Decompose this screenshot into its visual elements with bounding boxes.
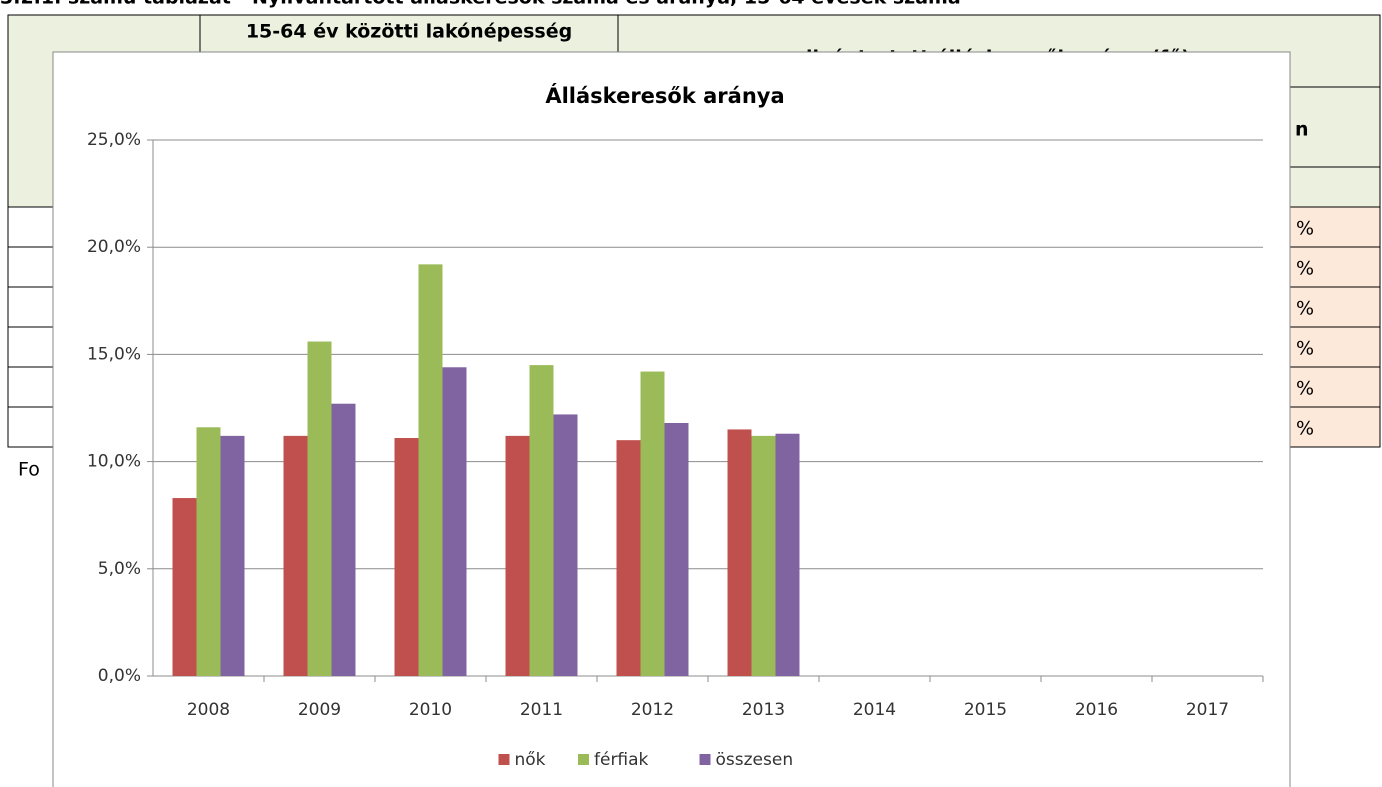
bar (616, 440, 641, 676)
x-tick-label: 2008 (187, 700, 230, 720)
x-tick-label: 2017 (1186, 700, 1229, 720)
row-cell-text: % (1296, 378, 1314, 400)
row-cell (7, 286, 54, 328)
bar (196, 427, 221, 676)
x-tick-label: 2009 (298, 700, 341, 720)
y-tick-label: 20,0% (87, 237, 141, 257)
row-cell-text: % (1296, 298, 1314, 320)
bar (418, 264, 443, 676)
bar (172, 498, 197, 676)
chart-title: Álláskeresők aránya (545, 83, 784, 108)
legend-label: nők (515, 750, 546, 770)
row-cell-text: % (1296, 338, 1314, 360)
row-cell (7, 406, 54, 448)
bar (331, 403, 356, 676)
x-tick-label: 2014 (853, 700, 896, 720)
bar (553, 414, 578, 676)
bar (775, 433, 800, 676)
header-cell: n (1295, 119, 1309, 141)
y-tick-label: 0,0% (98, 666, 141, 686)
bar (505, 435, 530, 676)
x-tick-label: 2010 (409, 700, 452, 720)
bar (640, 371, 665, 676)
footnote: Fo (18, 459, 40, 481)
row-cell (7, 246, 54, 288)
rows: %%%%%% (7, 206, 1381, 448)
bar (307, 341, 332, 676)
row-cell (7, 206, 54, 248)
y-tick-label: 5,0% (98, 559, 141, 579)
row-cell (1289, 366, 1381, 408)
y-tick-label: 25,0% (87, 130, 141, 150)
bar (727, 429, 752, 676)
header-cell: 15-64 év közötti lakónépesség (246, 21, 572, 43)
x-tick-label: 2015 (964, 700, 1007, 720)
x-tick-label: 2012 (631, 700, 674, 720)
plot: 0,0% 5,0% 10,0% 15,0% 20,0% 25,0% 2008 2009 2010… (87, 130, 1264, 770)
legend-swatch (699, 754, 711, 765)
y-tick-label: 10,0% (87, 452, 141, 472)
bar (751, 435, 776, 676)
bar (394, 438, 419, 676)
y-tick-label: 15,0% (87, 344, 141, 364)
row-cell (1289, 286, 1381, 328)
legend-label: összesen (716, 750, 794, 770)
row-cell (7, 366, 54, 408)
chart-area (52, 51, 1291, 787)
row-cell (7, 326, 54, 368)
legend-swatch (578, 754, 589, 765)
x-tick-label: 2016 (1075, 700, 1118, 720)
row-cell-text: % (1296, 258, 1314, 280)
bar (442, 367, 467, 676)
caption: 3.2.1. számú táblázat - Nyilvántartott á… (0, 0, 961, 9)
row-cell-text: % (1296, 418, 1314, 440)
x-tick-label: 2011 (520, 700, 563, 720)
row-cell (1289, 326, 1381, 368)
row-cell-text: % (1296, 218, 1314, 240)
legend-label: férfiak (594, 750, 649, 770)
row-cell (1289, 406, 1381, 448)
bar (529, 365, 554, 676)
x-tick-label: 2013 (742, 700, 785, 720)
bar (220, 435, 245, 676)
bar (283, 435, 308, 676)
legend-swatch (498, 754, 510, 765)
bar (664, 423, 689, 676)
